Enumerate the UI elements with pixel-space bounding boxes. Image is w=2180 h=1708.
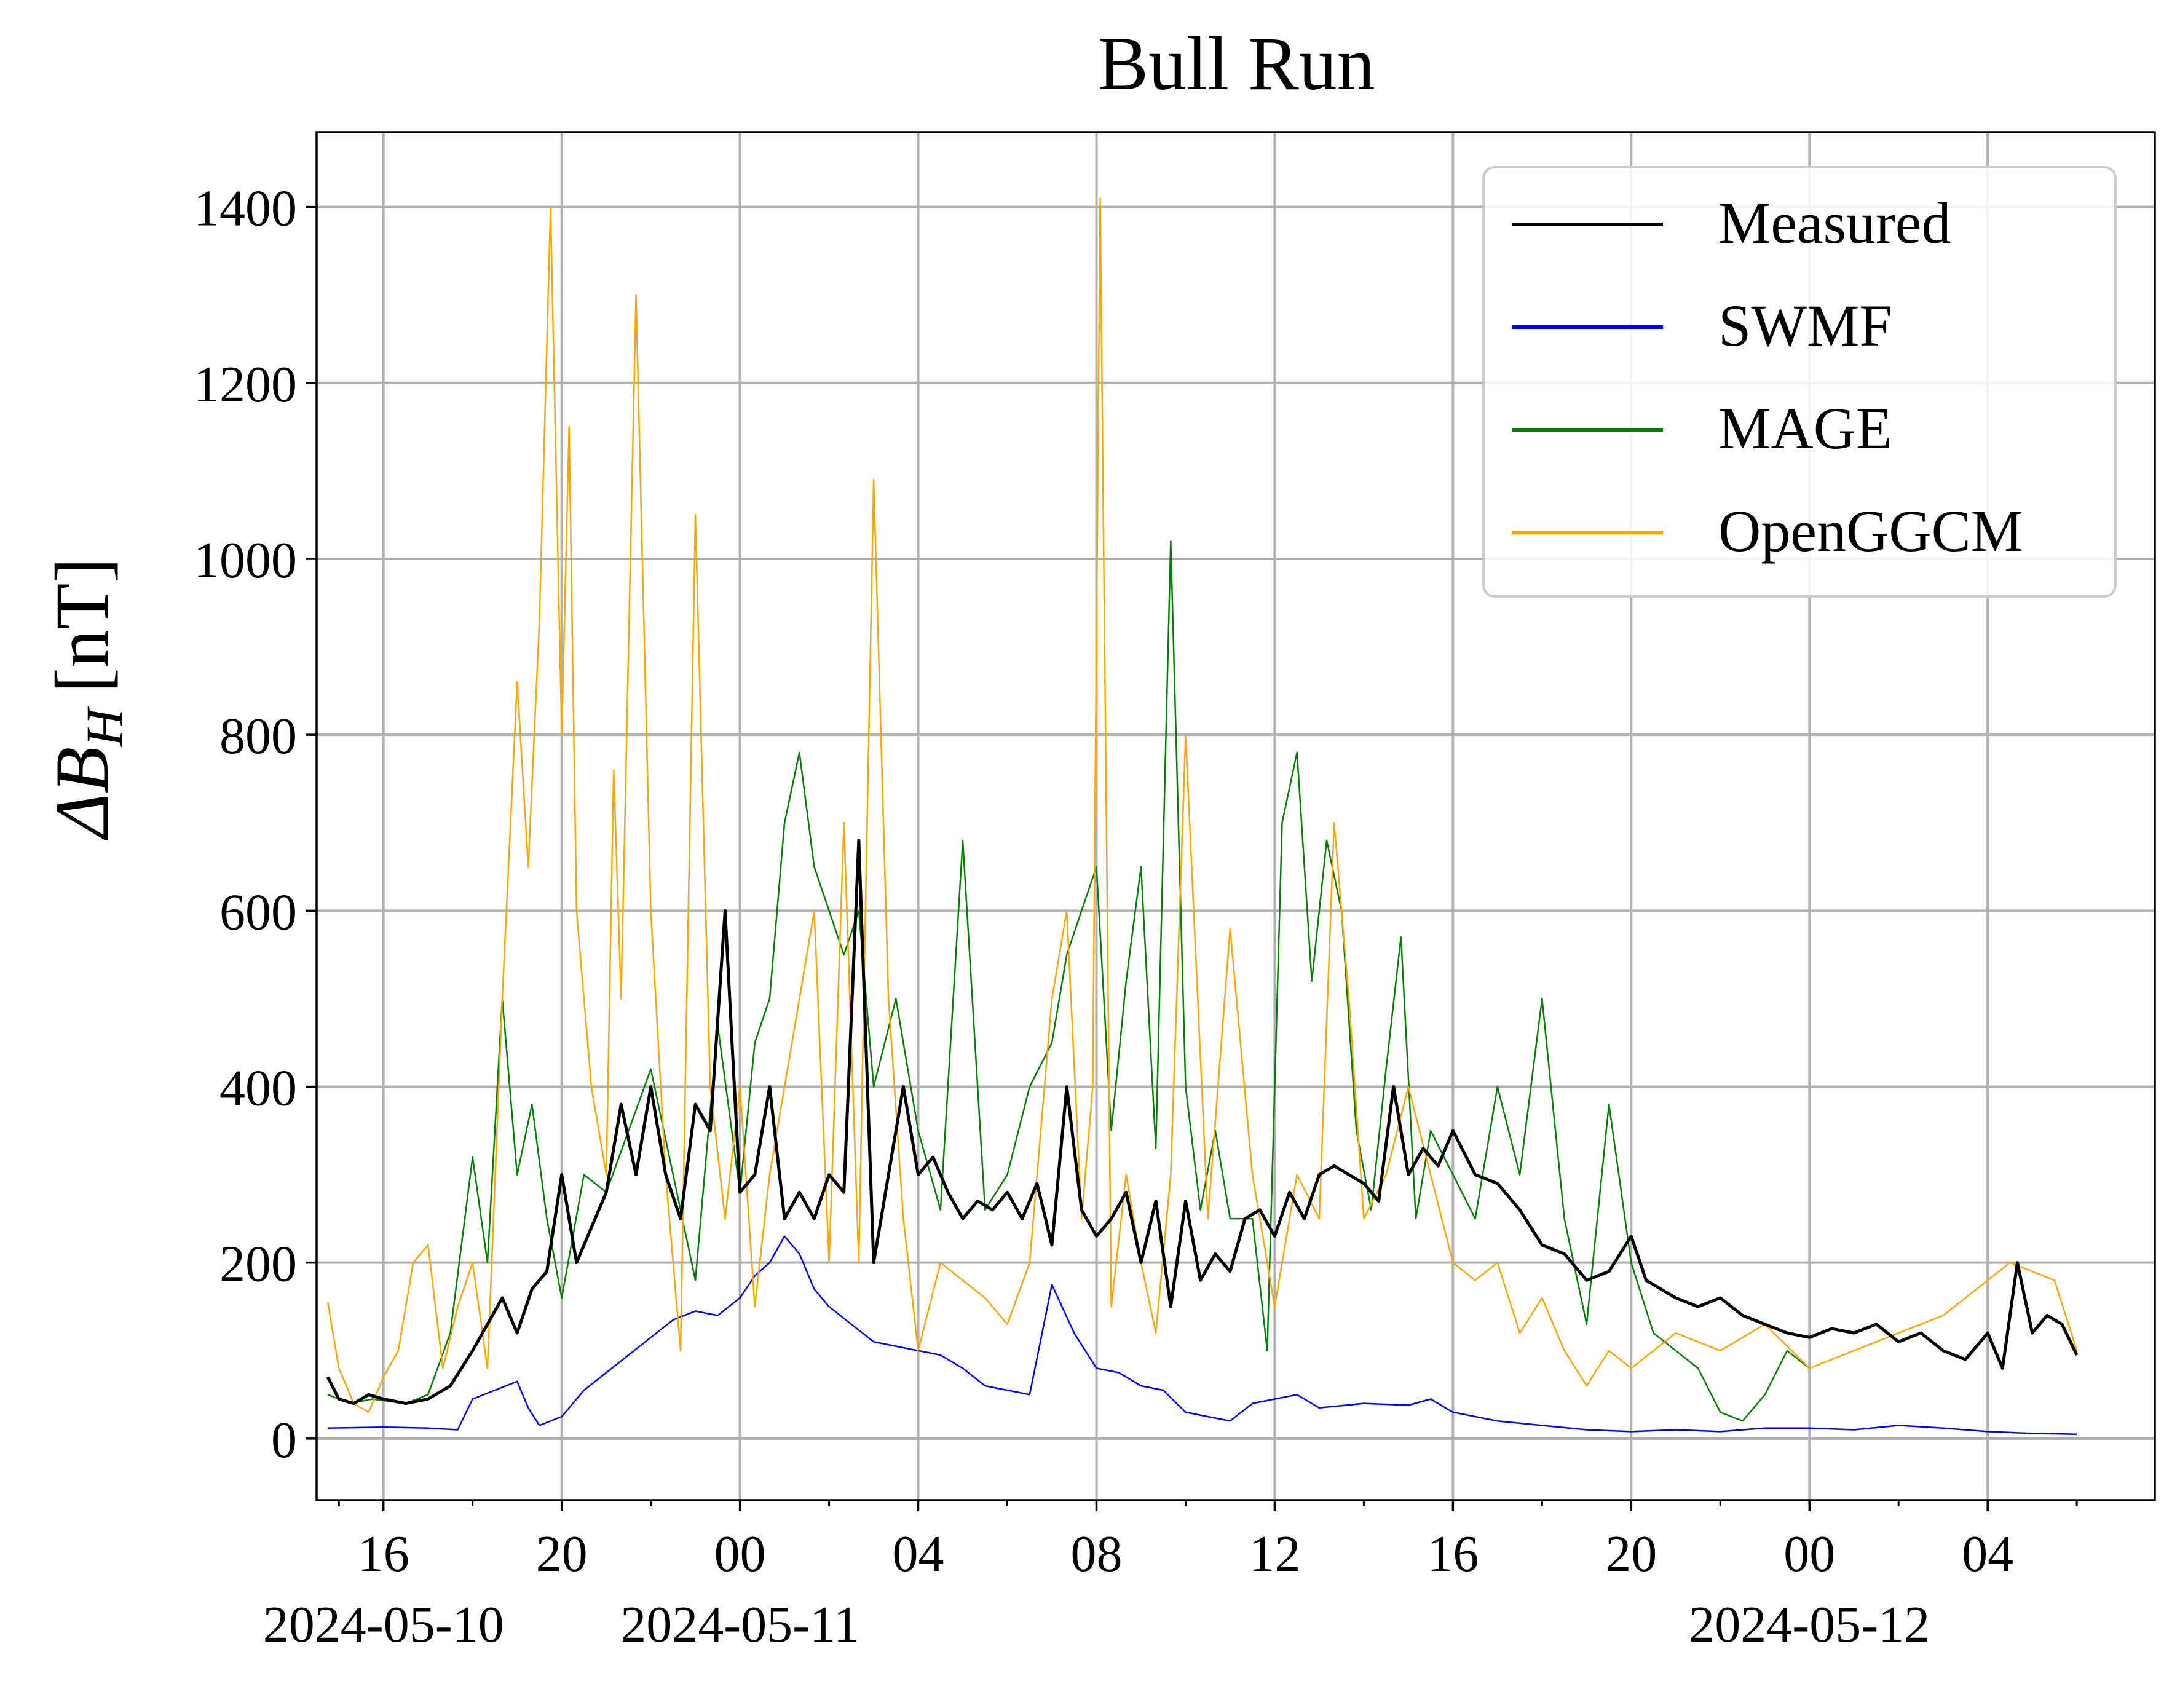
y-tick-label: 800	[219, 708, 297, 765]
series-layer	[326, 197, 2079, 1435]
plot-frame	[315, 131, 2156, 1501]
legend: Measured SWMF MAGE OpenGGCM	[1482, 166, 2117, 598]
x-axis: 16 2024-05-10 20 00 2024-05-11 04 08 12 16 20 00 20…	[263, 1500, 2078, 1653]
x-tick-label: 00	[1783, 1525, 1835, 1583]
y-axis-label-subscript: H	[75, 706, 134, 747]
y-axis: 0 200 400 600 800 1000 1200 1400	[194, 180, 317, 1469]
y-tick-label: 200	[219, 1236, 297, 1293]
x-date-label: 2024-05-10	[263, 1596, 504, 1653]
y-axis-label: ΔBH [nT]	[40, 558, 134, 841]
y-tick-label: 400	[219, 1059, 297, 1117]
y-tick-label: 1400	[194, 180, 297, 237]
series-line-openggcm	[326, 197, 2078, 1413]
legend-label-swmf: SWMF	[1718, 293, 1892, 358]
x-tick-label: 20	[1605, 1525, 1657, 1583]
chart-title: Bull Run	[1097, 22, 1375, 106]
legend-items: Measured SWMF MAGE OpenGGCM	[1512, 190, 2023, 564]
legend-box	[1482, 166, 2117, 598]
x-tick-label: 08	[1070, 1525, 1122, 1583]
y-tick-label: 1200	[194, 356, 297, 413]
y-axis-label-unit: [nT]	[40, 558, 124, 693]
y-tick-label: 0	[271, 1412, 297, 1469]
series-line-measured	[326, 839, 2079, 1406]
x-tick-label: 20	[536, 1525, 588, 1583]
y-tick-label: 600	[219, 884, 297, 941]
x-tick-label: 04	[1962, 1525, 2013, 1583]
x-date-label: 2024-05-12	[1689, 1596, 1930, 1653]
y-tick-label: 1000	[194, 532, 297, 589]
x-tick-label: 04	[893, 1525, 944, 1583]
series-line-mage	[327, 540, 1810, 1422]
x-date-label: 2024-05-11	[620, 1596, 859, 1653]
x-tick-label: 16	[1427, 1525, 1479, 1583]
x-tick-label: 12	[1249, 1525, 1300, 1583]
x-tick-label: 16	[358, 1525, 409, 1583]
legend-label-openggcm: OpenGGCM	[1718, 498, 2023, 564]
x-tick-label: 00	[714, 1525, 766, 1583]
legend-label-mage: MAGE	[1718, 395, 1892, 461]
y-axis-label-symbol: ΔB	[40, 746, 124, 841]
legend-label-measured: Measured	[1718, 190, 1951, 256]
grid-lines	[317, 132, 2155, 1500]
series-line-swmf	[328, 1235, 2077, 1435]
